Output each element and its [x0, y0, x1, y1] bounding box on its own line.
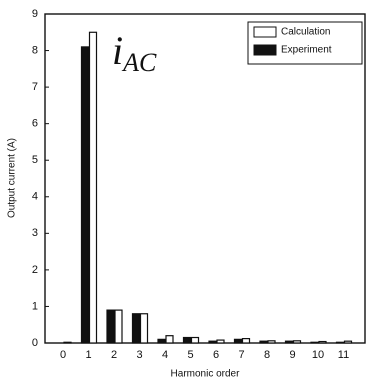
- bar: [80, 46, 90, 344]
- bar: [335, 341, 345, 344]
- x-tick-label: 1: [85, 349, 91, 361]
- bar: [267, 340, 276, 344]
- bar: [343, 340, 353, 344]
- bar: [216, 339, 225, 344]
- bar: [233, 338, 243, 344]
- bar: [259, 340, 268, 344]
- x-tick-label: 6: [213, 349, 219, 361]
- y-tick-label: 9: [32, 8, 38, 20]
- x-tick-label: 4: [162, 349, 168, 361]
- x-tick-label: 9: [289, 349, 295, 361]
- y-axis-label: Output current (A): [7, 138, 18, 218]
- bar: [208, 340, 217, 344]
- x-tick-label: 0: [60, 349, 66, 361]
- bar: [131, 313, 141, 344]
- legend-label: Calculation: [281, 27, 330, 38]
- y-tick-label: 4: [32, 191, 38, 203]
- y-tick-label: 0: [32, 337, 38, 349]
- bar: [310, 341, 319, 344]
- bar: [241, 338, 251, 344]
- annotation: iAC: [112, 28, 157, 77]
- y-tick-label: 8: [32, 44, 38, 56]
- x-tick-label: 8: [264, 349, 270, 361]
- legend-label: Experiment: [281, 45, 332, 56]
- x-tick-label: 11: [338, 349, 349, 361]
- y-tick-label: 5: [32, 154, 38, 166]
- y-tick-label: 7: [32, 81, 38, 93]
- bar: [182, 336, 192, 344]
- x-tick-label: 10: [312, 349, 324, 361]
- bar: [88, 31, 98, 344]
- bar: [114, 309, 123, 344]
- bar: [139, 313, 149, 344]
- bar: [106, 309, 115, 344]
- x-tick-label: 7: [238, 349, 244, 361]
- bar: [165, 335, 174, 344]
- y-tick-label: 2: [32, 264, 38, 276]
- y-tick-label: 1: [32, 300, 38, 312]
- bar: [284, 340, 294, 344]
- x-tick-label: 2: [111, 349, 117, 361]
- x-tick-label: 3: [136, 349, 142, 361]
- y-tick-label: 3: [32, 227, 38, 239]
- bar: [318, 340, 327, 344]
- legend-swatch: [253, 26, 277, 38]
- bar: [292, 340, 302, 344]
- bar: [190, 336, 200, 344]
- x-axis-label: Harmonic order: [171, 369, 241, 380]
- annotation-main: i: [112, 28, 123, 73]
- x-tick-label: 5: [187, 349, 193, 361]
- plot-frame: [44, 13, 366, 344]
- bar: [63, 341, 72, 344]
- bar: [157, 338, 166, 344]
- annotation-subscript: AC: [121, 48, 157, 77]
- y-tick-label: 6: [32, 118, 38, 130]
- legend-swatch: [253, 44, 277, 56]
